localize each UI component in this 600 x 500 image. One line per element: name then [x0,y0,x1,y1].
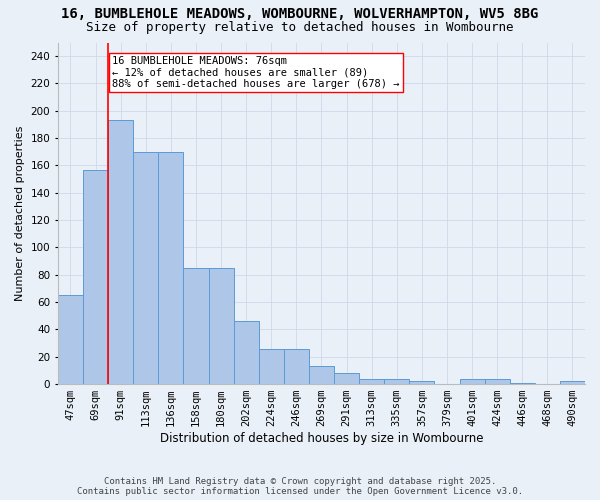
Bar [384,378,409,384]
Bar [460,378,485,384]
Text: Contains HM Land Registry data © Crown copyright and database right 2025.
Contai: Contains HM Land Registry data © Crown c… [77,476,523,496]
Bar [409,382,434,384]
Bar [209,268,233,384]
Bar [158,152,184,384]
Bar [334,373,359,384]
Bar [259,348,284,384]
Y-axis label: Number of detached properties: Number of detached properties [15,126,25,301]
Bar [485,378,510,384]
Bar [359,378,384,384]
Bar [58,296,83,384]
Bar [560,382,585,384]
Bar [233,321,259,384]
Bar [309,366,334,384]
Bar [510,382,535,384]
Text: Size of property relative to detached houses in Wombourne: Size of property relative to detached ho… [86,21,514,34]
Bar [133,152,158,384]
Text: 16, BUMBLEHOLE MEADOWS, WOMBOURNE, WOLVERHAMPTON, WV5 8BG: 16, BUMBLEHOLE MEADOWS, WOMBOURNE, WOLVE… [61,8,539,22]
Bar [184,268,209,384]
X-axis label: Distribution of detached houses by size in Wombourne: Distribution of detached houses by size … [160,432,483,445]
Text: 16 BUMBLEHOLE MEADOWS: 76sqm
← 12% of detached houses are smaller (89)
88% of se: 16 BUMBLEHOLE MEADOWS: 76sqm ← 12% of de… [112,56,400,90]
Bar [284,348,309,384]
Bar [108,120,133,384]
Bar [83,170,108,384]
